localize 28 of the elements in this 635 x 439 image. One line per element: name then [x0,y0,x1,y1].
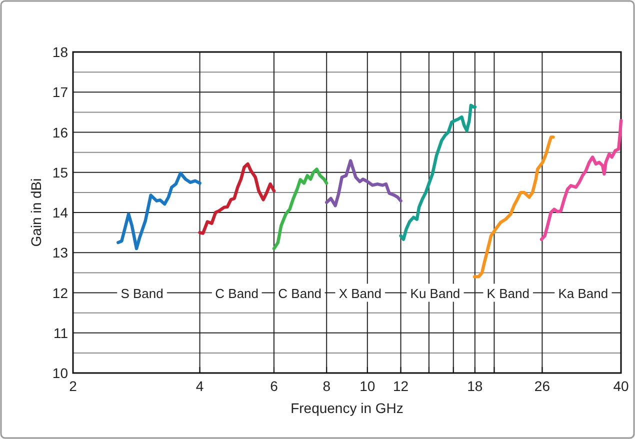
annotation: X Band [338,286,382,301]
x-axis-title: Frequency in GHz [290,400,404,416]
y-tick-label: 10 [52,365,68,381]
x-tick-label: 18 [467,378,483,394]
annotation: S Band [120,286,164,301]
y-tick-label: 12 [52,284,68,301]
x-tick-label: 12 [392,378,409,394]
x-tick-label: 40 [613,378,629,394]
annotation: Ku Band [410,286,460,301]
y-tick-label: 13 [52,244,68,261]
x-tick-label: 26 [534,378,550,394]
annotation: C Band [278,286,322,301]
y-tick-label: 18 [52,44,68,60]
y-tick-label: 17 [52,84,68,100]
x-tick-label: 4 [196,378,204,394]
annotation: K Band [486,286,530,301]
annotation: C Band [215,286,259,301]
line-series [272,168,328,250]
x-tick-label: 2 [69,378,78,394]
x-tick-label: 8 [322,378,331,394]
annotation: Ka Band [558,286,608,301]
y-tick-label: 16 [52,124,68,140]
x-tick-label: 10 [360,378,376,394]
y-axis-title: Gain in dBi [28,178,44,247]
y-tick-label: 14 [52,204,68,220]
y-tick-label: 15 [52,164,68,180]
y-tick-label: 11 [53,324,68,341]
x-tick-label: 6 [270,378,278,394]
